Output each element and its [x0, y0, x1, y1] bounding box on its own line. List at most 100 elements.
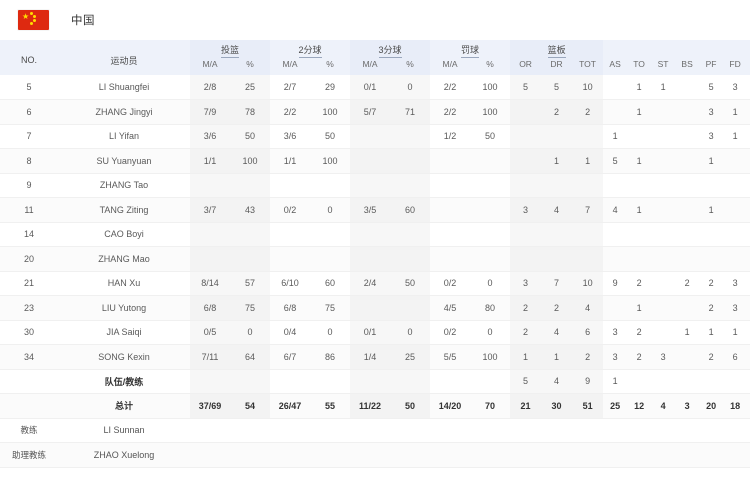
stat-pts: 21 — [747, 99, 750, 125]
col-header-3p-pct[interactable]: % — [390, 58, 431, 75]
stat-p2p — [310, 246, 351, 272]
player-name[interactable]: TANG Ziting — [58, 197, 190, 223]
staff-name: LI Sunnan — [58, 418, 190, 443]
stat-bs: 1 — [675, 320, 700, 345]
col-header-dr[interactable]: DR — [541, 58, 573, 75]
col-header-fg-ma[interactable]: M/A — [190, 58, 230, 75]
stat-pts: 18 — [747, 271, 750, 296]
flag-star-small-2 — [33, 15, 36, 18]
stat-fg — [190, 246, 230, 272]
col-header-to[interactable]: TO — [627, 58, 652, 75]
stat-to: 1 — [627, 148, 652, 174]
col-header-tot[interactable]: TOT — [572, 58, 604, 75]
col-header-as[interactable]: AS — [603, 58, 628, 75]
player-name[interactable]: SONG Kexin — [58, 344, 190, 370]
player-name[interactable]: LI Yifan — [58, 124, 190, 149]
table-row[interactable]: 9 ZHANG Tao — [0, 173, 750, 198]
stat-p2p — [310, 369, 351, 394]
stat-st: 3 — [651, 344, 676, 370]
table-head: NO. 运动员 投篮 2分球 3分球 罚球 篮板 M/A % M/A % M/A… — [0, 40, 750, 75]
col-header-st[interactable]: ST — [651, 58, 676, 75]
stat-dr — [541, 124, 573, 149]
col-header-3p-ma[interactable]: M/A — [350, 58, 391, 75]
stat-p2: 3/6 — [270, 124, 311, 149]
stat-fd: 1 — [723, 124, 748, 149]
staff-name: ZHAO Xuelong — [58, 442, 190, 468]
stat-ftp: 80 — [470, 295, 511, 321]
stat-or — [510, 148, 542, 174]
stat-pf: 5 — [699, 75, 724, 100]
stat-p3p: 25 — [390, 344, 431, 370]
stat-pf — [699, 173, 724, 198]
col-header-ft-ma[interactable]: M/A — [430, 58, 471, 75]
col-header-2p-pct[interactable]: % — [310, 58, 351, 75]
table-row[interactable]: 5 LI Shuangfei 2/8 25 2/7 29 0/1 0 2/2 100 5 5 10 1 1 5… — [0, 75, 750, 100]
stat-p3p: 50 — [390, 271, 431, 296]
player-name[interactable]: CAO Boyi — [58, 222, 190, 247]
header-group-row: NO. 运动员 投篮 2分球 3分球 罚球 篮板 — [0, 40, 750, 75]
group-header-ft: 罚球 — [430, 40, 511, 58]
stat-fd: 3 — [723, 271, 748, 296]
col-header-player[interactable]: 运动员 — [58, 40, 190, 75]
player-name[interactable]: 总计 — [58, 393, 190, 419]
player-number — [0, 369, 58, 394]
col-header-no[interactable]: NO. — [0, 40, 58, 75]
player-name[interactable]: LI Shuangfei — [58, 75, 190, 100]
stat-tot: 10 — [572, 271, 604, 296]
stat-pf: 3 — [699, 99, 724, 125]
col-header-bs[interactable]: BS — [675, 58, 700, 75]
col-header-fg-pct[interactable]: % — [230, 58, 271, 75]
stat-fg: 2/8 — [190, 75, 230, 100]
stat-p2p: 75 — [310, 295, 351, 321]
player-name[interactable]: JIA Saiqi — [58, 320, 190, 345]
stat-or: 21 — [510, 393, 542, 419]
col-header-pts[interactable]: PTS — [747, 58, 750, 75]
col-header-2p-ma[interactable]: M/A — [270, 58, 311, 75]
stat-to: 1 — [627, 197, 652, 223]
col-header-fd[interactable]: FD — [723, 58, 748, 75]
table-row[interactable]: 6 ZHANG Jingyi 7/9 78 2/2 100 5/7 71 2/2 100 2 2 1 3 1… — [0, 99, 750, 125]
box-score-table: NO. 运动员 投篮 2分球 3分球 罚球 篮板 M/A % M/A % M/A… — [0, 40, 750, 468]
player-name[interactable]: ZHANG Jingyi — [58, 99, 190, 125]
stat-as: 1 — [603, 124, 628, 149]
stat-fg: 1/1 — [190, 148, 230, 174]
table-row[interactable]: 30 JIA Saiqi 0/5 0 0/4 0 0/1 0 0/2 0 2 4 6 3 2 1 1 1 — [0, 320, 750, 345]
stat-fd: 18 — [723, 393, 748, 419]
stat-fg: 3/7 — [190, 197, 230, 223]
player-name[interactable]: SU Yuanyuan — [58, 148, 190, 174]
player-name[interactable]: 队伍/教练 — [58, 369, 190, 394]
player-name[interactable]: HAN Xu — [58, 271, 190, 296]
stat-p2 — [270, 173, 311, 198]
stat-ft: 2/2 — [430, 75, 471, 100]
stat-tot: 4 — [572, 295, 604, 321]
player-name[interactable]: ZHANG Tao — [58, 173, 190, 198]
stat-tot: 7 — [572, 197, 604, 223]
stat-fgp: 54 — [230, 393, 271, 419]
stat-p3 — [350, 124, 391, 149]
stat-to — [627, 222, 652, 247]
stat-fg: 8/14 — [190, 271, 230, 296]
table-row[interactable]: 14 CAO Boyi — [0, 222, 750, 247]
stat-p3 — [350, 148, 391, 174]
table-row[interactable]: 20 ZHANG Mao — [0, 246, 750, 272]
table-body: 5 LI Shuangfei 2/8 25 2/7 29 0/1 0 2/2 100 5 5 10 1 1 5… — [0, 75, 750, 468]
stat-p2p: 55 — [310, 393, 351, 419]
stat-dr: 5 — [541, 75, 573, 100]
table-row[interactable]: 34 SONG Kexin 7/11 64 6/7 86 1/4 25 5/5 100 1 1 2 3 2 3… — [0, 344, 750, 370]
stat-p2p: 86 — [310, 344, 351, 370]
totals-row[interactable]: 总计 37/69 54 26/47 55 11/22 50 14/20 70 21 30 51 25 12… — [0, 393, 750, 419]
col-header-ft-pct[interactable]: % — [470, 58, 511, 75]
stat-ft — [430, 148, 471, 174]
col-header-or[interactable]: OR — [510, 58, 542, 75]
stat-fgp: 43 — [230, 197, 271, 223]
stat-tot — [572, 222, 604, 247]
player-name[interactable]: LIU Yutong — [58, 295, 190, 321]
team-coach-row[interactable]: 队伍/教练 5 4 9 1 — [0, 369, 750, 394]
player-name[interactable]: ZHANG Mao — [58, 246, 190, 272]
col-header-pf[interactable]: PF — [699, 58, 724, 75]
